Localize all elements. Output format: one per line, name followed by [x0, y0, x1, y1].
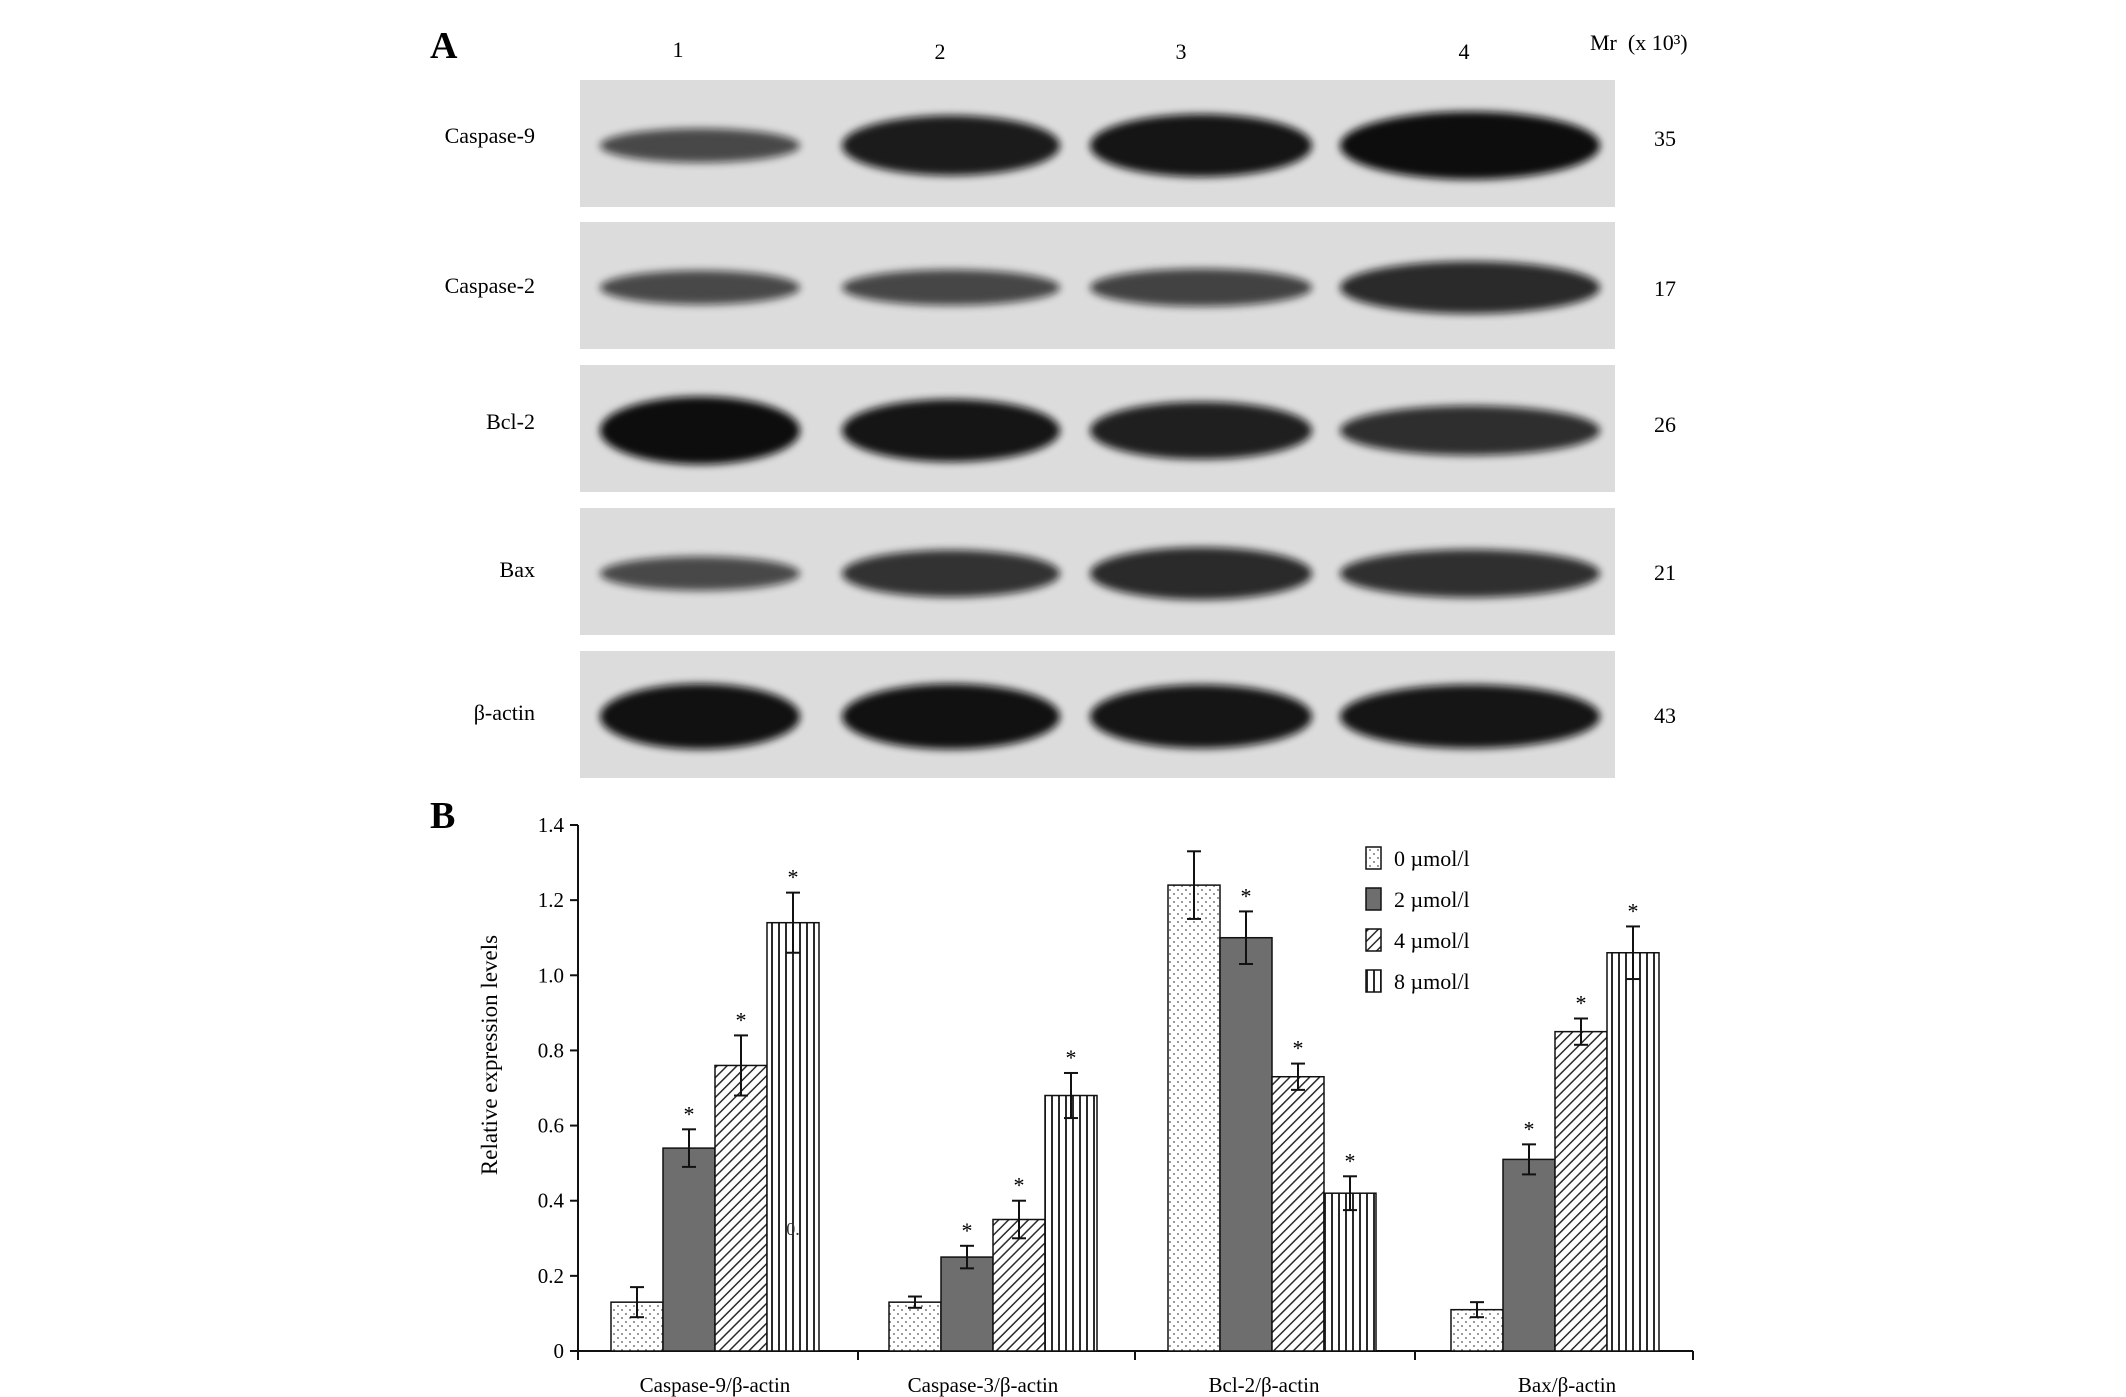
bar: [766, 921, 820, 1352]
bar: [1554, 1030, 1608, 1352]
blot-protein-label: Bax: [500, 557, 535, 582]
panel-b: B Relative expression levels 00.20.40.60…: [430, 795, 1694, 1397]
blot-mr-label: 17: [1654, 276, 1676, 301]
bar: [1219, 936, 1273, 1352]
legend: 0 µmol/l 2 µmol/l 4 µmol/l 8 µmol/l: [1365, 846, 1470, 994]
blot-band: [1340, 549, 1600, 598]
blot-band: [600, 556, 800, 591]
panel-b-letter: B: [430, 795, 455, 837]
bar-chart: 0 0.2 0.4 0.6 0.8 1.0 1.2 1.4 * * * Caspase-9/β-act…: [538, 813, 1694, 1397]
significance-marker: *: [962, 1218, 973, 1243]
bar: [1271, 1075, 1325, 1352]
legend-label: 4 µmol/l: [1394, 928, 1470, 953]
bar: [1606, 951, 1660, 1352]
panel-a-letter: A: [430, 25, 458, 67]
panel-a: A 1 2 3 4 Mr (x 10³) Caspase-9 35Caspase-…: [430, 25, 1688, 778]
significance-marker: *: [1345, 1148, 1356, 1173]
y-tick-label: 0.8: [538, 1038, 564, 1062]
significance-marker: *: [736, 1007, 747, 1032]
legend-label: 0 µmol/l: [1394, 846, 1470, 871]
significance-marker: *: [1014, 1173, 1025, 1198]
bar: [1450, 1308, 1504, 1352]
legend-label: 2 µmol/l: [1394, 887, 1470, 912]
blot-band: [842, 115, 1060, 176]
legend-label: 8 µmol/l: [1394, 969, 1470, 994]
lane-label: 1: [673, 37, 684, 62]
bar: [1502, 1158, 1556, 1352]
blot-band: [1340, 261, 1600, 314]
blot-mr-label: 21: [1654, 560, 1676, 585]
blot-protein-label: Caspase-9: [445, 123, 535, 148]
significance-marker: *: [1066, 1045, 1077, 1070]
blot-protein-label: Bcl-2: [486, 409, 535, 434]
category-label: Caspase-3/β-actin: [908, 1373, 1059, 1397]
lane-label: 2: [935, 39, 946, 64]
legend-swatch: [1365, 846, 1382, 870]
y-tick-label: 1.0: [538, 963, 564, 987]
blot-band: [842, 549, 1060, 598]
y-tick-label: 1.4: [538, 813, 565, 837]
blot-band: [842, 269, 1060, 306]
y-tick-label: 0.2: [538, 1264, 564, 1288]
blot-protein-label: β-actin: [474, 700, 535, 725]
lane-label: 4: [1459, 39, 1470, 64]
blot-band: [1340, 111, 1600, 180]
significance-marker: *: [1524, 1116, 1535, 1141]
bar: [1167, 884, 1221, 1352]
y-tick-label: 0: [554, 1339, 565, 1363]
blot-band: [842, 399, 1060, 462]
blot-mr-label: 35: [1654, 126, 1676, 151]
y-tick-label: 1.2: [538, 888, 564, 912]
blot-band: [1340, 405, 1600, 456]
blot-band: [1090, 114, 1312, 177]
significance-marker: *: [1576, 990, 1587, 1015]
bar: [714, 1064, 768, 1352]
blot-panels: Caspase-9 35 Caspase-2 17 Bcl-2 26 Bax 21 β-acti…: [445, 80, 1676, 778]
y-axis-label: Relative expression levels: [477, 935, 502, 1175]
significance-marker: *: [1628, 898, 1639, 923]
category-label: Caspase-9/β-actin: [640, 1373, 791, 1397]
mr-header: Mr (x 10³): [1590, 30, 1688, 55]
blot-band: [1090, 401, 1312, 460]
significance-marker: *: [1293, 1036, 1304, 1061]
significance-marker: *: [788, 865, 799, 890]
category-label: Bcl-2/β-actin: [1209, 1373, 1320, 1397]
legend-swatch: [1365, 969, 1382, 993]
blot-band: [600, 128, 800, 163]
blot-band: [1340, 684, 1600, 749]
blot-band: [842, 683, 1060, 750]
blot-band: [600, 396, 800, 465]
blot-protein-label: Caspase-2: [445, 273, 535, 298]
stray-bar-label: 0.: [786, 1219, 800, 1239]
blot-band: [600, 683, 800, 750]
blot-mr-label: 26: [1654, 412, 1676, 437]
y-tick-label: 0.4: [538, 1189, 565, 1213]
legend-swatch: [1365, 928, 1382, 952]
lane-label: 3: [1176, 39, 1187, 64]
blot-band: [600, 270, 800, 305]
category-label: Bax/β-actin: [1518, 1373, 1617, 1397]
y-tick-label: 0.6: [538, 1114, 564, 1138]
bar: [1323, 1192, 1377, 1352]
bar: [1044, 1094, 1098, 1352]
bar: [662, 1147, 716, 1352]
bar: [940, 1256, 994, 1352]
significance-marker: *: [684, 1101, 695, 1126]
lane-labels: 1 2 3 4: [673, 37, 1470, 64]
blot-band: [1090, 547, 1312, 600]
significance-marker: *: [1241, 883, 1252, 908]
blot-band: [1090, 268, 1312, 307]
legend-swatch: [1365, 887, 1382, 911]
blot-mr-label: 43: [1654, 703, 1676, 728]
blot-band: [1090, 684, 1312, 749]
bar: [888, 1301, 942, 1352]
